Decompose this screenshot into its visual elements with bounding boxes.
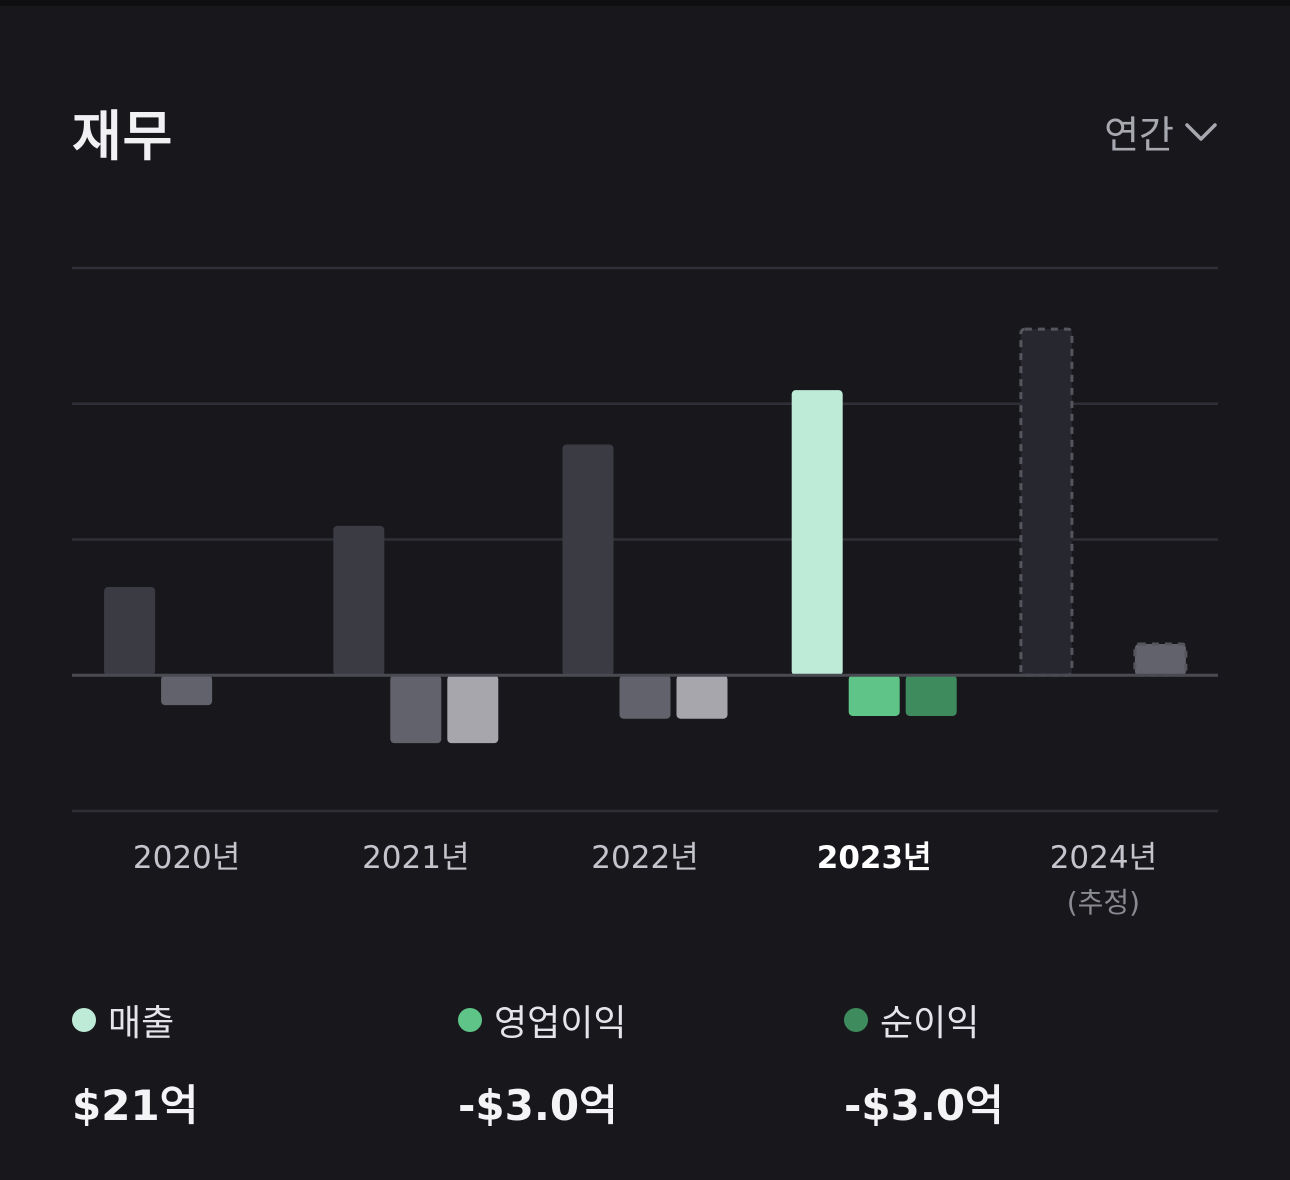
legend-net-income-value: -$3.0억 [844,1081,1004,1130]
bar-operating-income-2021년 [390,675,442,744]
bar-operating-income-2020년 [161,675,213,706]
x-tick-label: 2020년 [133,840,240,876]
bar-net-income-2021년 [447,675,499,744]
financials-bar-chart: 2020년 2021년 2022년 2023년 2024년 (추정) [72,266,1218,919]
legend-operating-income-label: 영업이익 [494,1003,627,1044]
legend-revenue-value: $21억 [72,1081,199,1130]
bar-net-income-2024년 [1133,642,1188,677]
x-tick-label: 2022년 [591,840,698,876]
x-tick-label: 2021년 [362,840,469,876]
bar-revenue-2021년 [333,525,385,676]
period-dropdown[interactable]: 연간 [1104,104,1218,159]
bar-operating-income-2022년 [619,675,671,719]
net-income-dot-icon [844,1008,868,1032]
bar-revenue-2020년 [104,587,156,676]
x-tick-label: 2024년 [1050,840,1157,876]
bar-net-income-2023년 [905,675,957,716]
operating-income-dot-icon [458,1008,482,1032]
legend-revenue: 매출 $21억 [72,994,432,1133]
legend-net-income-label: 순이익 [880,1003,980,1044]
legend-net-income: 순이익 -$3.0억 [844,994,1204,1133]
bar-operating-income-2023년 [848,675,900,716]
legend-operating-income: 영업이익 -$3.0억 [458,994,818,1133]
page-title: 재무 [72,105,174,168]
bar-revenue-2023년 [791,390,843,676]
legend-operating-income-value: -$3.0억 [458,1081,618,1130]
bar-net-income-2022년 [676,675,728,719]
top-divider [0,0,1290,6]
legend-revenue-label: 매출 [108,1003,175,1044]
x-tick-label: 2023년 [817,840,932,876]
period-label: 연간 [1104,113,1174,157]
bar-revenue-2024년 [1019,327,1074,677]
bar-revenue-2022년 [562,444,614,676]
x-tick-sublabel: (추정) [1067,886,1140,919]
revenue-dot-icon [72,1008,96,1032]
chevron-down-icon [1184,121,1218,143]
